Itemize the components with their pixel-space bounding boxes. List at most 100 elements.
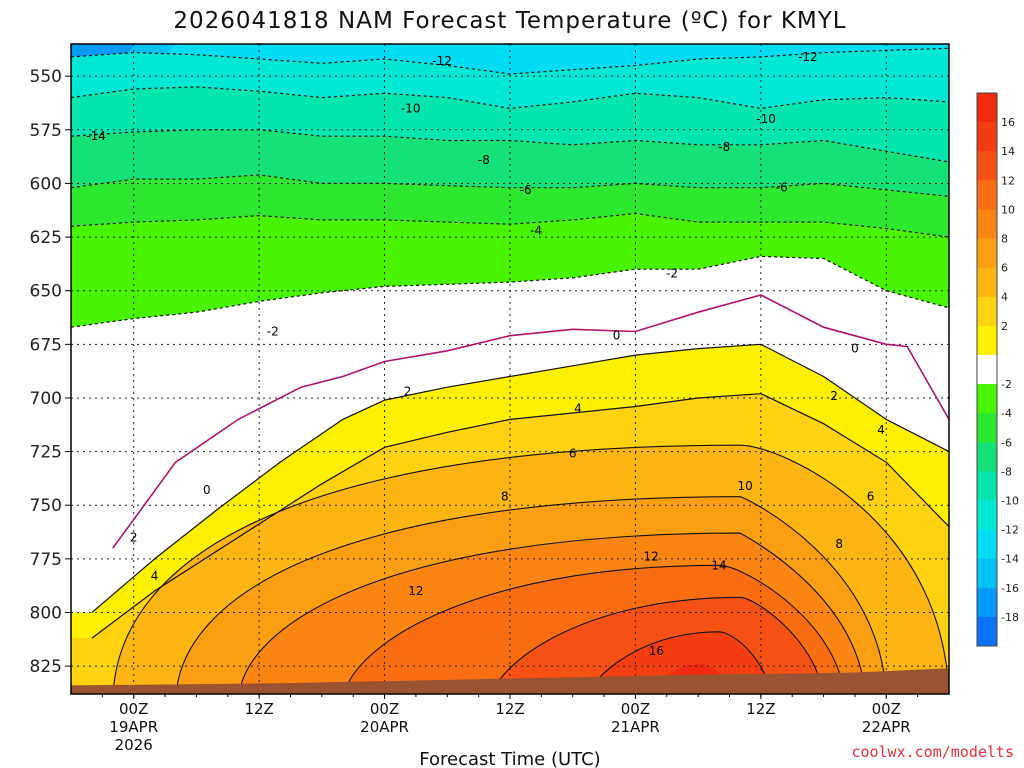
y-tick-label: 625 — [30, 228, 62, 248]
colorbar-tick-label: -2 — [1001, 378, 1012, 391]
isotherm-labels: -12 -12 -10 -10 -14 -8 -8 -6 -6 -4 -2 -2 0 0 0 2 2 2 4 4 4 6 6… — [86, 50, 885, 658]
gridlines — [71, 44, 949, 694]
isotherm-0 — [112, 294, 949, 549]
colorbar-tick-label: -6 — [1001, 436, 1012, 449]
colorbar-tick-label: -10 — [1001, 494, 1019, 507]
y-tick-label: 600 — [30, 174, 62, 194]
y-tick-label: 750 — [30, 496, 62, 516]
colorbar-swatch — [977, 558, 997, 589]
isotherm-label: 2 — [404, 385, 412, 399]
isotherm-minus4 — [71, 212, 949, 238]
isotherm-8 — [175, 496, 887, 694]
isotherm-label: -8 — [718, 140, 730, 154]
isotherm-lines — [71, 47, 949, 694]
colorbar-swatch — [977, 384, 997, 414]
ground-surface — [71, 668, 949, 694]
x-axis-label: Forecast Time (UTC) — [419, 749, 600, 768]
isotherm-label: -8 — [478, 153, 490, 167]
colorbar-tick-label: -18 — [1001, 611, 1019, 624]
colorbar-swatch — [977, 616, 997, 647]
colorbar-tick-label: 14 — [1001, 145, 1015, 158]
colorbar-tick-label: 16 — [1001, 116, 1015, 129]
isotherm-label: 0 — [613, 329, 621, 343]
isotherm-label: -12 — [798, 50, 818, 64]
x-tick-label: 22APR — [862, 718, 911, 736]
isotherm-label: 6 — [867, 490, 875, 504]
ground-layer — [71, 668, 949, 694]
colorbar-swatch — [977, 471, 997, 501]
x-tick-label: 21APR — [611, 718, 660, 736]
x-tick-label: 00Z — [621, 700, 650, 718]
colorbar-tick-label: 10 — [1001, 203, 1015, 216]
x-tick-label: 12Z — [746, 700, 775, 718]
isotherm-label: 8 — [501, 490, 509, 504]
colorbar-swatch — [977, 151, 997, 181]
isotherm-6 — [112, 444, 949, 694]
x-tick-label: 19APR — [109, 718, 158, 736]
x-tick-label: 00Z — [119, 700, 148, 718]
colorbar-swatch — [977, 587, 997, 618]
x-tick-label: 00Z — [370, 700, 399, 718]
isotherm-label: 2 — [830, 389, 838, 403]
isotherm-label: 4 — [877, 423, 885, 437]
colorbar-tick-label: 12 — [1001, 174, 1015, 187]
colorbar-swatch — [977, 238, 997, 268]
isotherm-minus6 — [71, 174, 949, 197]
credit-text[interactable]: coolwx.com/modelts — [851, 743, 1014, 761]
y-tick-label: 825 — [30, 657, 62, 677]
isotherm-label: 16 — [649, 644, 664, 658]
colorbar-swatch — [977, 209, 997, 239]
x-tick-label: 12Z — [495, 700, 524, 718]
isotherm-label: 12 — [643, 550, 658, 564]
colorbar-tick-label: 8 — [1001, 233, 1008, 246]
isotherm-label: -10 — [756, 112, 776, 126]
x-tick-label: 00Z — [872, 700, 901, 718]
isotherm-minus12 — [71, 47, 949, 75]
isotherm-label: 14 — [711, 558, 726, 572]
colorbar-swatch — [977, 180, 997, 210]
isotherm-12 — [343, 564, 845, 694]
x-tick-label: 20APR — [360, 718, 409, 736]
colorbar-tick-label: 6 — [1001, 262, 1008, 275]
isotherm-label: 4 — [574, 402, 582, 416]
isotherm-label: -2 — [666, 267, 678, 281]
isotherm-label: -12 — [432, 54, 452, 68]
colorbar-swatch — [977, 93, 997, 123]
colorbar-tick-label: -8 — [1001, 465, 1012, 478]
isotherm-label: 2 — [130, 530, 138, 544]
isotherm-14 — [490, 596, 824, 694]
isotherm-minus10 — [71, 86, 949, 110]
colorbar-tick-label: -12 — [1001, 524, 1019, 537]
colorbar-swatch — [977, 442, 997, 472]
isotherm-label: -14 — [86, 129, 106, 143]
y-tick-label: 675 — [30, 335, 62, 355]
isotherm-label: 4 — [151, 569, 159, 583]
colorbar-swatch — [977, 500, 997, 530]
y-tick-label: 650 — [30, 282, 62, 302]
isotherm-minus8 — [71, 129, 949, 163]
y-tick-label: 700 — [30, 389, 62, 409]
colorbar-swatch — [977, 529, 997, 559]
x-tick-label: 2026 — [115, 736, 153, 754]
y-axis: 550 575 600 625 650 675 700 725 750 775 800 825 — [30, 67, 71, 677]
colorbar-swatch — [977, 122, 997, 152]
colorbar-tick-label: 2 — [1001, 320, 1008, 333]
isotherm-label: -4 — [530, 224, 542, 238]
plot-area: -12 -12 -10 -10 -14 -8 -8 -6 -6 -4 -2 -2 0 0 0 2 2 2 4 4 4 6 6… — [71, 44, 949, 694]
isotherm-label: 10 — [738, 479, 753, 493]
isotherm-label: -2 — [267, 324, 279, 338]
colorbar-swatch — [977, 325, 997, 356]
colorbar-tick-label: -14 — [1001, 553, 1019, 566]
y-tick-label: 775 — [30, 550, 62, 570]
isotherm-label: -10 — [401, 101, 421, 115]
isotherm-label: -6 — [776, 181, 788, 195]
colorbar: 16 14 12 10 8 6 4 2 -2 -4 -6 -8 -10 -12 -14 -16 -18 — [976, 92, 1019, 647]
isotherm-2 — [91, 343, 949, 613]
isotherm-label: 8 — [835, 537, 843, 551]
y-tick-label: 550 — [30, 67, 62, 87]
colorbar-swatch — [977, 267, 997, 298]
isotherm-4 — [91, 393, 949, 639]
colorbar-swatch — [977, 354, 997, 385]
isotherm-label: -6 — [520, 183, 532, 197]
